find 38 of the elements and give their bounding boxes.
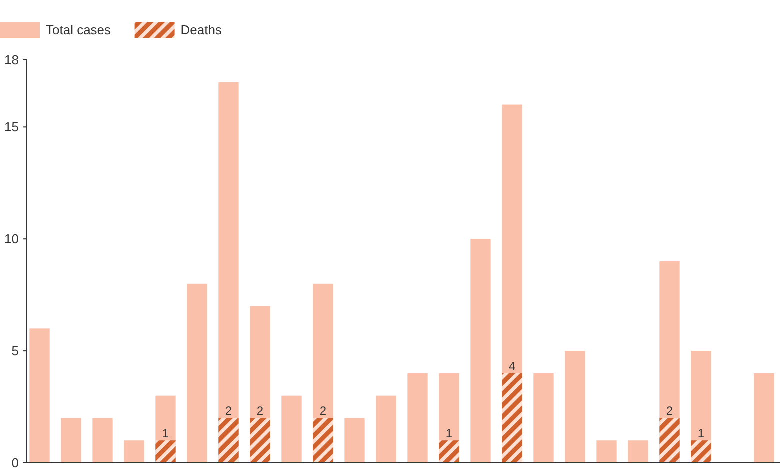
bar bbox=[218, 418, 239, 463]
data-label: 1 bbox=[446, 426, 453, 441]
bar bbox=[92, 418, 113, 463]
data-label: 2 bbox=[225, 404, 232, 418]
bar bbox=[61, 418, 82, 463]
bar bbox=[30, 328, 50, 463]
y-tick-label: 0 bbox=[12, 456, 19, 470]
data-label: 1 bbox=[698, 426, 705, 441]
y-tick-label: 5 bbox=[12, 344, 19, 359]
data-label: 2 bbox=[320, 404, 327, 418]
data-label: 2 bbox=[666, 404, 674, 418]
legend-label: Deaths bbox=[180, 22, 222, 38]
data-label: 1 bbox=[162, 426, 170, 441]
bar bbox=[534, 373, 554, 463]
bar bbox=[250, 418, 270, 463]
bar bbox=[282, 396, 302, 463]
y-tick-label: 18 bbox=[4, 52, 19, 68]
legend-label: Total cases bbox=[46, 22, 112, 38]
data-label: 2 bbox=[256, 404, 264, 418]
bar bbox=[156, 440, 176, 463]
bar bbox=[376, 396, 396, 463]
bar bbox=[344, 418, 365, 463]
bar bbox=[754, 373, 774, 463]
bar bbox=[565, 351, 586, 463]
data-label: 4 bbox=[508, 359, 516, 374]
bar bbox=[439, 440, 460, 463]
bar bbox=[313, 418, 334, 463]
bar bbox=[408, 373, 428, 463]
bar bbox=[660, 418, 680, 463]
bar bbox=[596, 440, 617, 463]
y-tick-label: 10 bbox=[4, 232, 19, 247]
y-tick-label: 15 bbox=[4, 120, 19, 135]
bar bbox=[691, 440, 712, 463]
bar bbox=[502, 373, 522, 463]
bar bbox=[628, 440, 648, 463]
bar bbox=[124, 440, 144, 463]
bar bbox=[187, 284, 208, 463]
bar bbox=[470, 239, 491, 463]
